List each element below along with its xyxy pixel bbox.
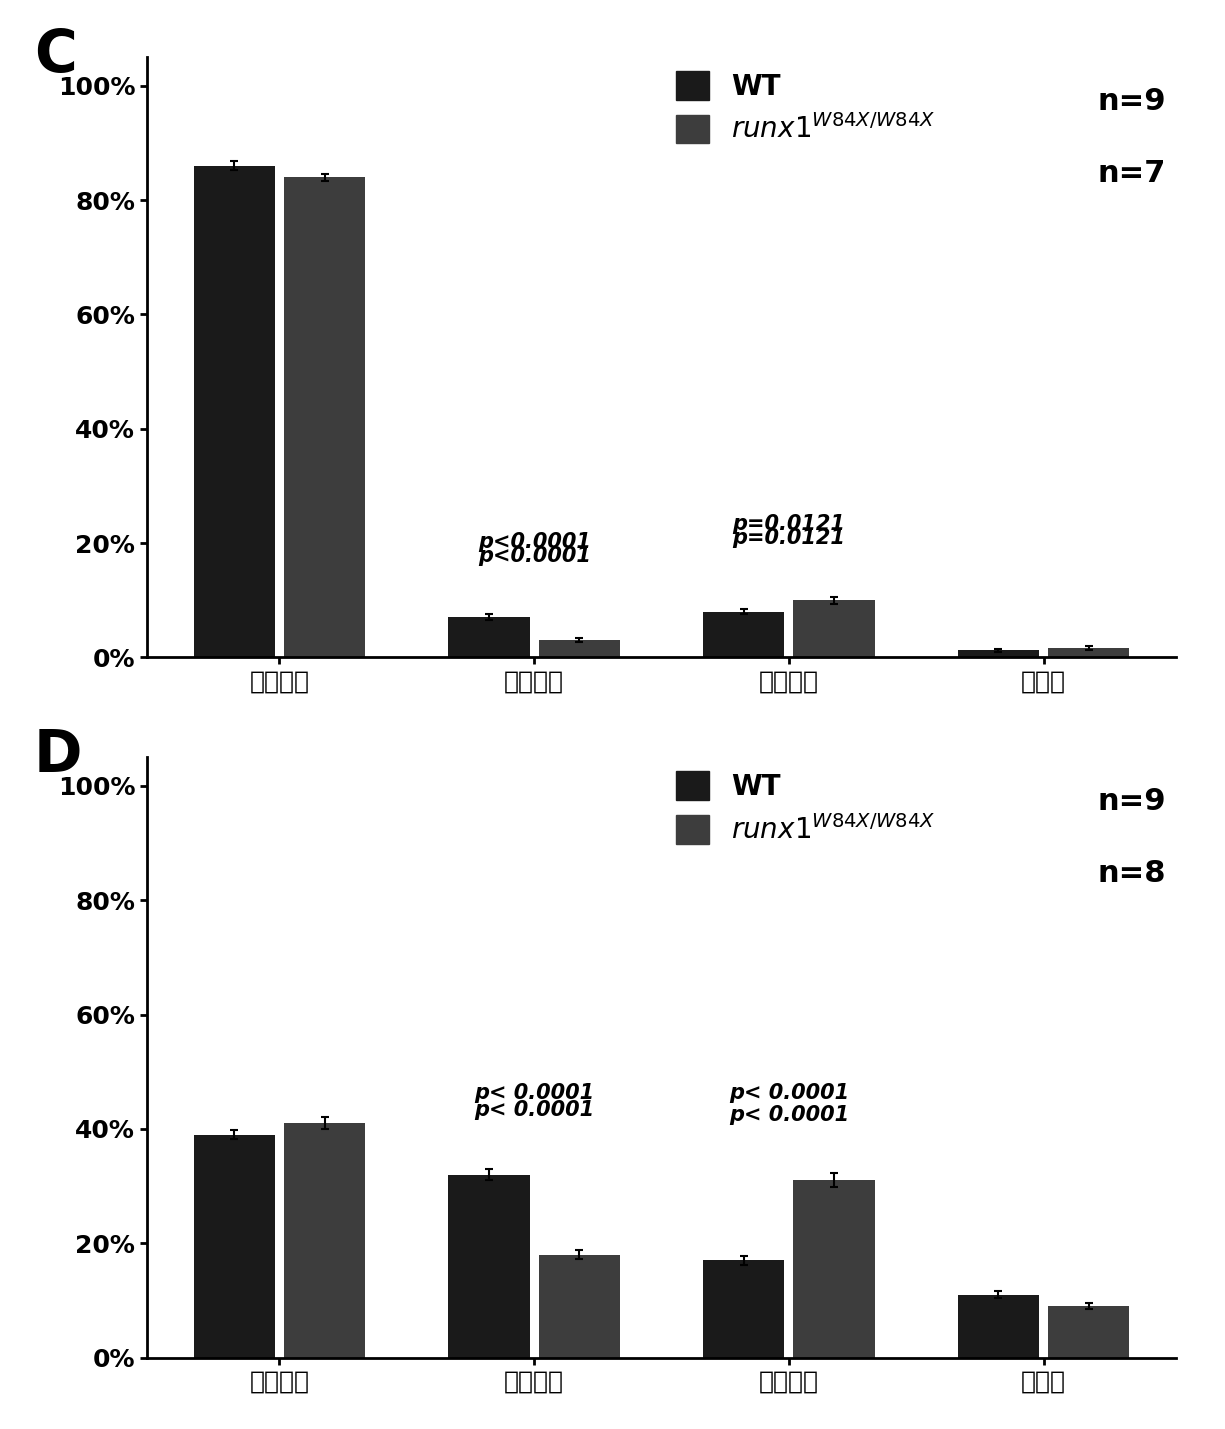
Bar — [1049, 649, 1129, 657]
Bar — [703, 612, 784, 657]
Bar — [1049, 1306, 1129, 1358]
Text: p=0.0121: p=0.0121 — [733, 529, 845, 549]
Text: p< 0.0001: p< 0.0001 — [729, 1083, 849, 1103]
Bar — [284, 177, 365, 657]
Text: n=7: n=7 — [1098, 159, 1166, 189]
Legend: WT, $runx1^{W84X/W84X}$: WT, $runx1^{W84X/W84X}$ — [676, 71, 936, 144]
Bar — [194, 166, 274, 657]
Text: C: C — [34, 27, 76, 84]
Text: p<0.0001: p<0.0001 — [478, 532, 590, 552]
Bar — [194, 1135, 274, 1358]
Text: p< 0.0001: p< 0.0001 — [474, 1100, 594, 1120]
Text: D: D — [34, 727, 82, 785]
Text: p=0.0121: p=0.0121 — [733, 514, 845, 534]
Legend: WT, $runx1^{W84X/W84X}$: WT, $runx1^{W84X/W84X}$ — [676, 772, 936, 845]
Bar — [958, 1295, 1039, 1358]
Bar — [703, 1260, 784, 1358]
Bar — [448, 1175, 529, 1358]
Bar — [794, 1180, 875, 1358]
Text: n=9: n=9 — [1098, 787, 1166, 816]
Bar — [958, 650, 1039, 657]
Bar — [539, 640, 620, 657]
Bar — [539, 1255, 620, 1358]
Bar — [448, 617, 529, 657]
Text: p<0.0001: p<0.0001 — [478, 546, 590, 566]
Text: n=9: n=9 — [1098, 87, 1166, 116]
Text: p< 0.0001: p< 0.0001 — [474, 1083, 594, 1103]
Bar — [794, 600, 875, 657]
Text: n=8: n=8 — [1098, 859, 1166, 889]
Bar — [284, 1123, 365, 1358]
Text: p< 0.0001: p< 0.0001 — [729, 1105, 849, 1125]
